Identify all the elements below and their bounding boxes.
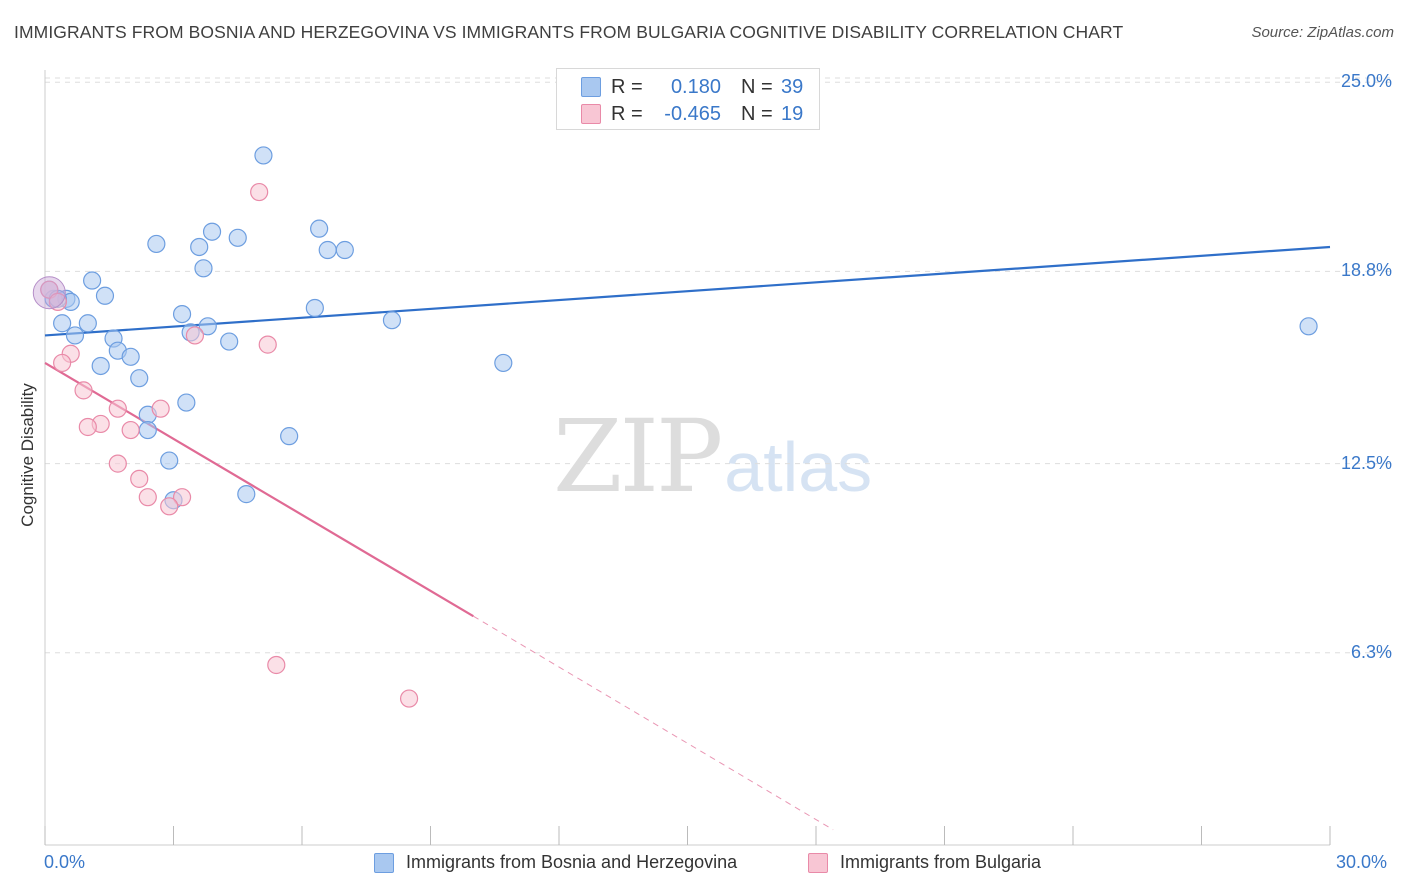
watermark-zip: ZIP — [553, 398, 723, 515]
point-bulgaria — [160, 497, 179, 516]
series-legend: Immigrants from Bosnia and Herzegovina I… — [0, 852, 1406, 878]
point-bosnia — [130, 369, 149, 388]
series-swatch-bulgaria — [808, 852, 828, 873]
legend-r-label: R = — [611, 102, 643, 125]
point-bosnia — [318, 240, 337, 260]
legend-swatch-bosnia — [581, 77, 601, 97]
watermark-atlas: atlas — [724, 428, 873, 506]
point-bosnia — [237, 485, 256, 504]
point-bosnia — [160, 451, 179, 470]
point-bulgaria — [74, 381, 93, 400]
point-bosnia — [147, 234, 166, 254]
x-tick-label-max: 30.0% — [1336, 852, 1388, 872]
chart-title: IMMIGRANTS FROM BOSNIA AND HERZEGOVINA V… — [14, 22, 1124, 42]
series-label-bosnia: Immigrants from Bosnia and Herzegovina — [406, 852, 738, 872]
source-credit: Source: ZipAtlas.com — [1251, 24, 1394, 41]
watermark: ZIPatlas — [553, 398, 872, 515]
point-bulgaria — [130, 469, 149, 488]
point-bosnia — [194, 259, 213, 278]
point-bosnia — [83, 271, 102, 290]
point-bosnia — [382, 311, 402, 330]
point-bosnia — [190, 237, 209, 257]
point-bosnia — [202, 222, 222, 241]
legend-n-label: N = — [741, 75, 773, 98]
legend-n-label: N = — [741, 102, 773, 125]
axes — [44, 70, 1331, 846]
point-bosnia — [121, 347, 140, 366]
y-tick-label: 18.8% — [1340, 260, 1392, 281]
legend-r-label: R = — [611, 75, 643, 98]
point-bosnia — [78, 314, 97, 333]
legend-n-value: 19 — [781, 102, 804, 125]
point-bosnia — [254, 146, 273, 165]
series-legend-bulgaria[interactable]: Immigrants from Bulgaria — [808, 852, 1041, 873]
point-bulgaria — [267, 655, 286, 675]
point-bulgaria — [108, 399, 127, 418]
trend-line-bosnia — [44, 245, 1331, 337]
correlation-legend: R = 0.180 N = 39 R = -0.465 N = 19 — [556, 68, 820, 130]
y-tick-label: 12.5% — [1340, 452, 1392, 473]
point-bulgaria — [138, 488, 157, 507]
point-bosnia — [220, 332, 239, 351]
point-bosnia — [138, 420, 157, 440]
point-bulgaria — [172, 488, 192, 507]
point-bulgaria — [258, 335, 277, 354]
point-bosnia — [172, 304, 192, 324]
point-bosnia — [305, 298, 324, 318]
point-bulgaria — [185, 326, 205, 345]
point-bosnia — [65, 326, 85, 345]
y-tick-label: 25.0% — [1340, 71, 1392, 92]
legend-swatch-bulgaria — [581, 104, 601, 124]
legend-row-bosnia: R = 0.180 N = 39 — [581, 75, 803, 99]
trend-lines — [44, 245, 1331, 831]
point-bosnia — [228, 228, 247, 247]
x-tick-label-min: 0.0% — [44, 852, 86, 872]
trend-line-bulgaria-extension — [473, 615, 834, 831]
point-cluster — [32, 276, 66, 310]
series-label-bulgaria: Immigrants from Bulgaria — [840, 852, 1042, 872]
point-bosnia — [494, 353, 513, 373]
legend-r-value: 0.180 — [670, 75, 721, 98]
point-bosnia — [91, 356, 110, 376]
y-tick-label: 6.3% — [1350, 641, 1392, 662]
point-bosnia — [1299, 317, 1318, 336]
point-bulgaria — [78, 417, 97, 437]
point-bosnia — [280, 427, 299, 446]
point-bosnia — [53, 314, 72, 333]
trend-line-bulgaria — [44, 361, 474, 618]
point-bulgaria — [48, 292, 67, 311]
point-bulgaria — [250, 182, 269, 202]
point-bulgaria — [108, 454, 127, 473]
point-bulgaria — [121, 420, 140, 440]
legend-row-bulgaria: R = -0.465 N = 19 — [581, 102, 803, 126]
data-points — [32, 146, 1318, 708]
grid-lines — [45, 77, 1392, 654]
series-swatch-bosnia — [374, 852, 394, 873]
point-bosnia — [177, 393, 196, 412]
legend-n-value: 39 — [781, 75, 804, 98]
point-bulgaria — [151, 399, 170, 418]
point-bulgaria — [399, 689, 419, 708]
series-legend-bosnia[interactable]: Immigrants from Bosnia and Herzegovina — [374, 852, 737, 873]
legend-r-value: -0.465 — [664, 102, 721, 125]
point-bosnia — [310, 219, 329, 238]
point-bosnia — [198, 317, 217, 336]
point-bosnia — [335, 240, 354, 260]
point-bulgaria — [53, 353, 72, 373]
point-bosnia — [95, 286, 115, 305]
